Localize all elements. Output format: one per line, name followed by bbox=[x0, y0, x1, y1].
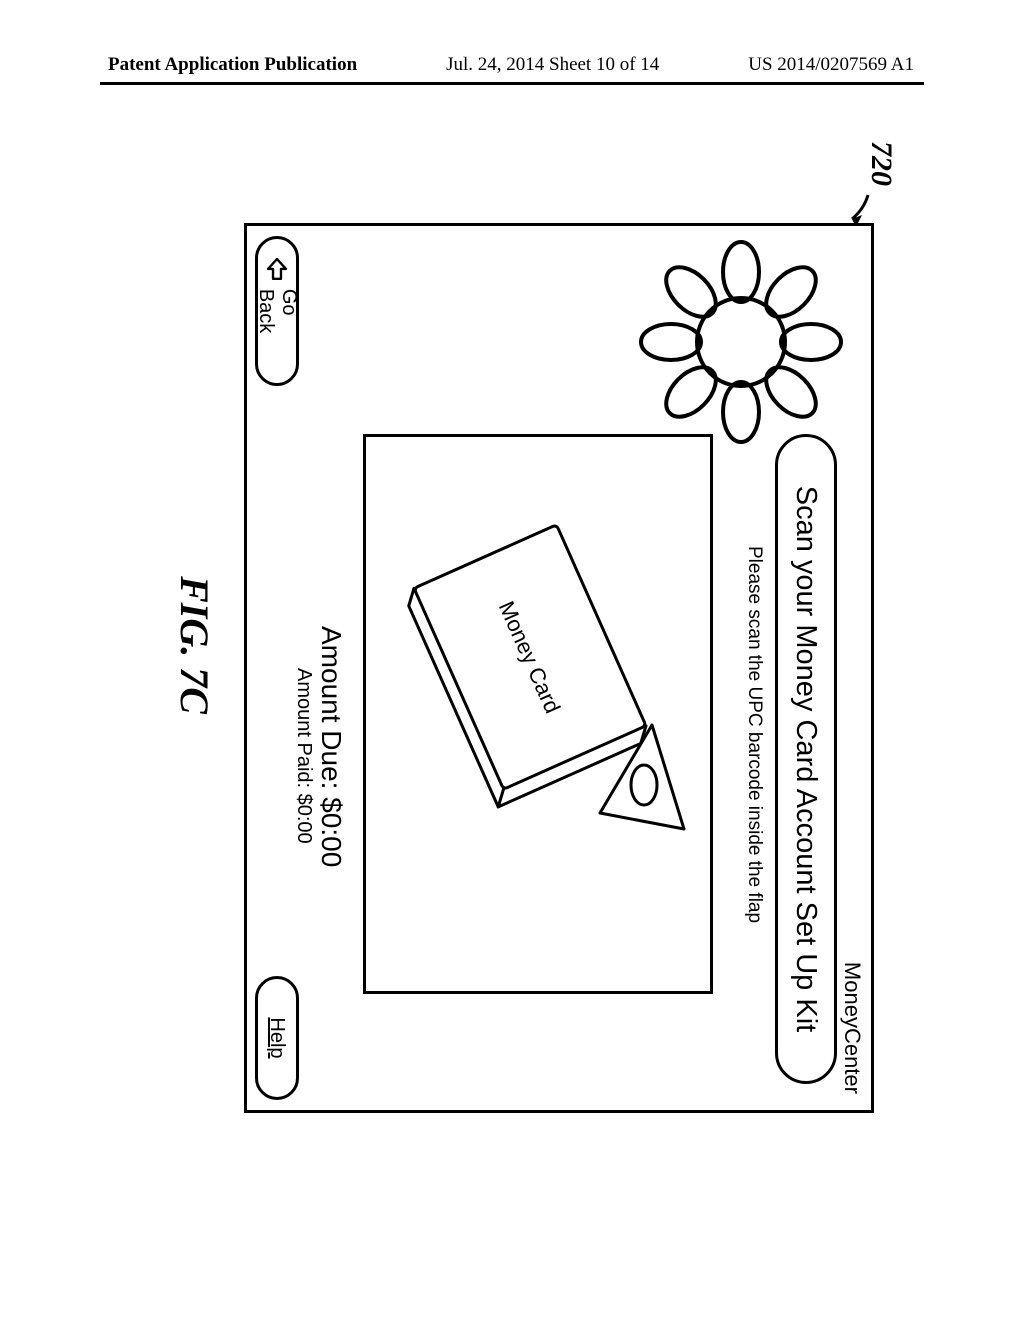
header-docnum: US 2014/0207569 A1 bbox=[748, 54, 914, 76]
screen-subtitle: Please scan the UPC barcode inside the f… bbox=[743, 546, 765, 923]
help-button[interactable]: Help bbox=[255, 976, 299, 1100]
kiosk-screen: MoneyCenter Scan your Money Card Account… bbox=[244, 223, 874, 1113]
amount-paid: Amount Paid: $0:00 bbox=[292, 668, 315, 844]
figure-7c: 720 MoneyCenter bbox=[132, 135, 892, 1155]
screen-title: Scan your Money Card Account Set Up Kit bbox=[775, 434, 837, 1084]
header-rule bbox=[100, 82, 924, 85]
help-label: Help bbox=[266, 1017, 289, 1058]
spark-logo-icon bbox=[631, 232, 851, 452]
arrow-left-icon bbox=[266, 257, 288, 281]
illustration-frame: Money Card bbox=[363, 434, 713, 994]
brand-label: MoneyCenter bbox=[839, 962, 865, 1094]
go-back-button[interactable]: Go Back bbox=[255, 236, 299, 386]
card-scan-illustration-icon: Money Card bbox=[360, 437, 710, 997]
header-sheet: Jul. 24, 2014 Sheet 10 of 14 bbox=[446, 54, 659, 76]
screen-title-text: Scan your Money Card Account Set Up Kit bbox=[790, 486, 823, 1032]
page-header: Patent Application Publication Jul. 24, … bbox=[0, 54, 1024, 76]
ref-number: 720 bbox=[864, 141, 898, 186]
amount-due: Amount Due: $0:00 bbox=[315, 626, 347, 867]
header-pub: Patent Application Publication bbox=[108, 54, 357, 76]
go-back-label: Go Back bbox=[254, 289, 300, 365]
figure-caption: FIG. 7C bbox=[171, 135, 218, 1155]
svg-text:Money Card: Money Card bbox=[494, 597, 566, 717]
